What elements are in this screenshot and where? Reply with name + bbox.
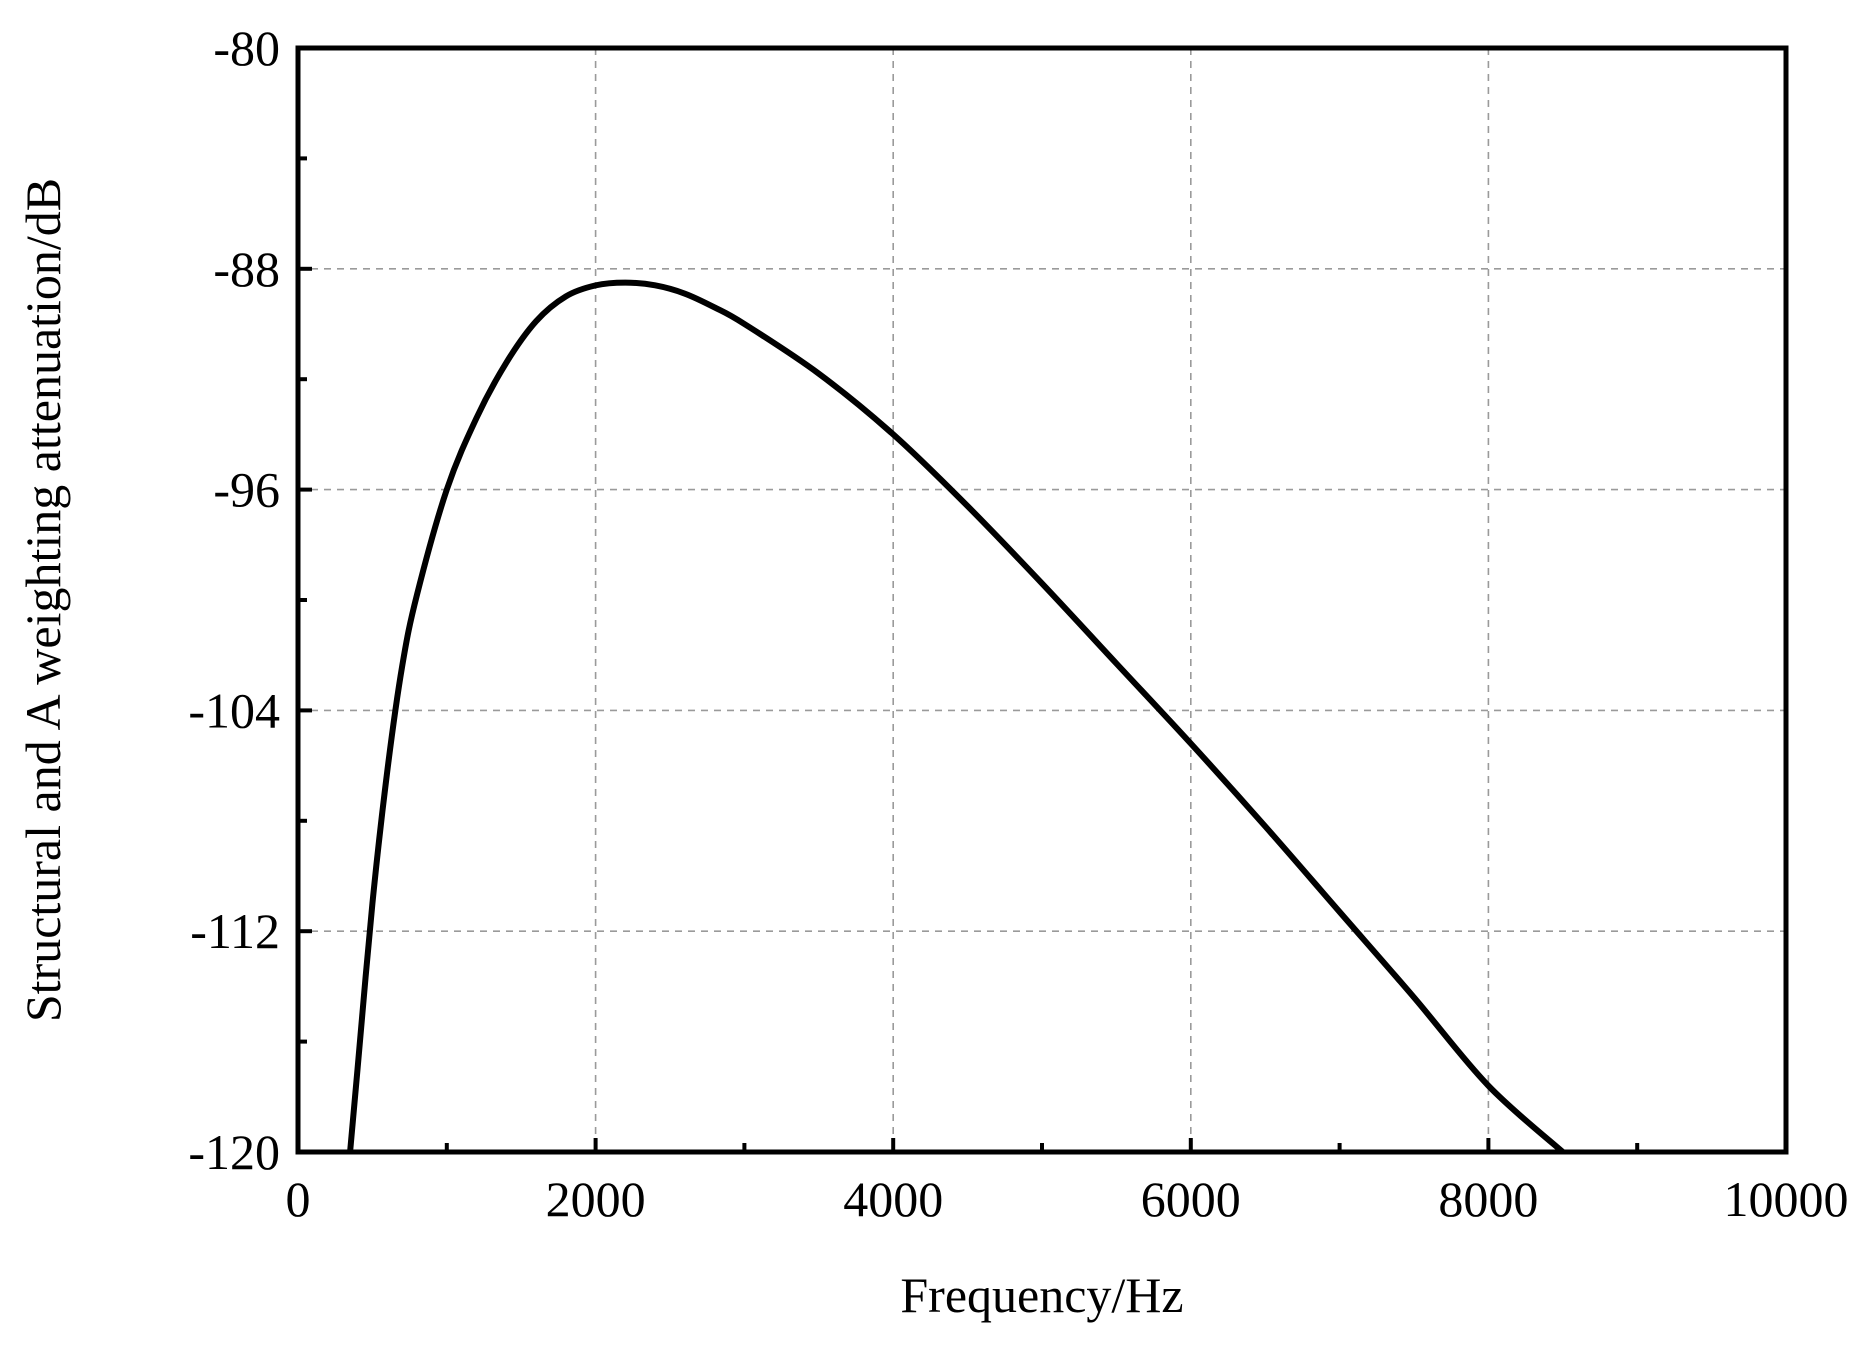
y-tick-label: -96 bbox=[213, 462, 280, 518]
x-tick-label: 4000 bbox=[843, 1171, 943, 1227]
y-axis-title: Structural and A weighting attenuation/d… bbox=[15, 178, 71, 1022]
plot-frame bbox=[295, 45, 1789, 1155]
axis-ticks bbox=[296, 46, 1788, 1154]
series-layer bbox=[347, 279, 1565, 1155]
x-tick-labels: 0 2000 4000 6000 8000 10000 bbox=[286, 1171, 1849, 1227]
series-line bbox=[347, 279, 1565, 1155]
x-tick-label: 6000 bbox=[1141, 1171, 1241, 1227]
y-tick-label: -112 bbox=[190, 903, 280, 959]
x-axis-title: Frequency/Hz bbox=[900, 1267, 1183, 1323]
x-tick-label: 0 bbox=[286, 1171, 311, 1227]
y-tick-label: -80 bbox=[213, 20, 280, 76]
y-tick-label: -104 bbox=[188, 682, 280, 738]
x-tick-label: 8000 bbox=[1438, 1171, 1538, 1227]
grid-lines bbox=[298, 48, 1786, 1152]
y-tick-label: -120 bbox=[188, 1124, 280, 1180]
y-tick-label: -88 bbox=[213, 241, 280, 297]
x-tick-label: 10000 bbox=[1724, 1171, 1849, 1227]
x-tick-label: 2000 bbox=[546, 1171, 646, 1227]
y-tick-labels: -120 -112 -104 -96 -88 -80 bbox=[188, 20, 280, 1180]
